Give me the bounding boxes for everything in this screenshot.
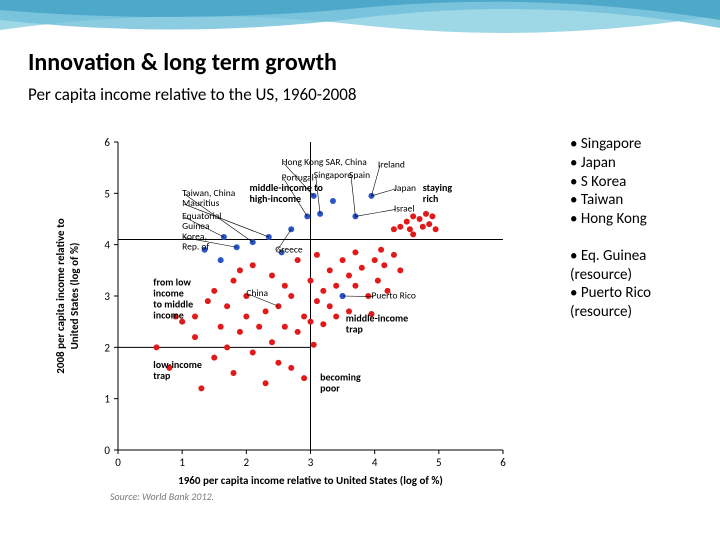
svg-text:0: 0: [115, 456, 121, 469]
svg-text:5: 5: [436, 456, 442, 469]
svg-text:Spain: Spain: [349, 169, 370, 181]
svg-text:Japan: Japan: [394, 182, 416, 194]
svg-text:Hong Kong SAR, China: Hong Kong SAR, China: [282, 156, 367, 168]
svg-text:Mauritius: Mauritius: [182, 197, 219, 209]
side-list-item: Hong Kong: [570, 210, 690, 229]
svg-text:China: China: [246, 287, 268, 299]
side-list-item: Eq. Guinea (resource): [570, 247, 690, 285]
svg-text:Singapore: Singapore: [314, 169, 353, 181]
slide-title: Innovation & long term growth: [28, 48, 337, 77]
chart-svg: 01234560123456Hong Kong SAR, ChinaPortug…: [50, 130, 550, 510]
svg-text:5: 5: [104, 187, 110, 200]
svg-text:1: 1: [179, 456, 185, 469]
side-list-item: Singapore: [570, 135, 690, 154]
svg-text:2: 2: [244, 456, 250, 469]
side-list-item: Japan: [570, 154, 690, 173]
scatter-chart: 01234560123456Hong Kong SAR, ChinaPortug…: [50, 130, 550, 510]
side-list-item: Taiwan: [570, 191, 690, 210]
svg-text:6: 6: [104, 136, 110, 149]
svg-text:high-income: high-income: [250, 192, 302, 205]
svg-text:4: 4: [104, 239, 110, 252]
svg-text:1: 1: [104, 393, 110, 406]
svg-text:Rep. of: Rep. of: [182, 241, 209, 253]
side-list-item: S Korea: [570, 173, 690, 192]
svg-text:1960 per capita income relativ: 1960 per capita income relative to Unite…: [178, 474, 443, 487]
svg-text:trap: trap: [346, 323, 364, 336]
svg-text:Puerto Rico: Puerto Rico: [371, 290, 415, 302]
side-list-item: Puerto Rico (resource): [570, 284, 690, 322]
svg-text:Israel: Israel: [394, 202, 415, 214]
svg-text:4: 4: [372, 456, 378, 469]
svg-text:0: 0: [104, 444, 110, 457]
svg-text:trap: trap: [153, 369, 171, 382]
side-country-list: SingaporeJapanS KoreaTaiwanHong Kong Eq.…: [570, 135, 690, 322]
svg-text:United States (log of %): United States (log of %): [68, 243, 81, 350]
svg-text:3: 3: [308, 456, 314, 469]
svg-text:income: income: [153, 309, 184, 322]
svg-text:6: 6: [500, 456, 506, 469]
svg-text:Source: World Bank 2012.: Source: World Bank 2012.: [110, 490, 214, 503]
svg-text:Ireland: Ireland: [378, 159, 405, 171]
svg-text:Greece: Greece: [275, 243, 303, 255]
svg-text:2: 2: [104, 341, 110, 354]
decorative-wave-banner: [0, 0, 720, 50]
svg-text:poor: poor: [320, 382, 340, 395]
slide-subtitle: Per capita income relative to the US, 19…: [28, 84, 356, 105]
svg-text:3: 3: [104, 290, 110, 303]
svg-text:2008 per capita income relativ: 2008 per capita income relative to: [54, 218, 67, 373]
svg-text:rich: rich: [423, 192, 439, 205]
